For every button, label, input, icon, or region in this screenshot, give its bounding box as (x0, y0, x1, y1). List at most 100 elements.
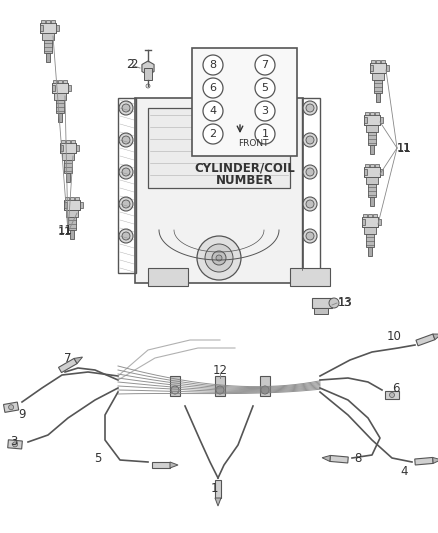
Circle shape (122, 232, 130, 240)
Polygon shape (74, 357, 82, 364)
Bar (70, 230, 74, 239)
Circle shape (122, 168, 130, 176)
Circle shape (216, 255, 222, 261)
Polygon shape (8, 440, 22, 449)
Circle shape (203, 101, 223, 121)
Circle shape (255, 78, 275, 98)
Circle shape (303, 133, 317, 147)
Circle shape (203, 78, 223, 98)
Polygon shape (385, 391, 399, 399)
Text: 12: 12 (212, 364, 227, 376)
Polygon shape (152, 462, 170, 468)
Circle shape (303, 101, 317, 115)
Circle shape (329, 298, 339, 308)
Bar (386, 65, 389, 71)
Circle shape (122, 136, 130, 144)
Circle shape (255, 101, 275, 121)
Bar (364, 214, 367, 217)
Bar (364, 227, 376, 235)
Text: 10: 10 (387, 330, 402, 343)
Bar (375, 112, 378, 115)
Bar (60, 145, 64, 151)
Bar (76, 145, 79, 151)
Circle shape (205, 244, 233, 272)
Bar (58, 113, 62, 122)
Text: 11: 11 (397, 141, 412, 155)
Text: 8: 8 (209, 60, 216, 70)
Bar (364, 115, 380, 125)
Bar (312, 298, 332, 308)
Polygon shape (215, 498, 221, 506)
Circle shape (203, 55, 223, 75)
Bar (40, 25, 43, 31)
Bar (192, 48, 297, 156)
Circle shape (212, 251, 226, 265)
Circle shape (119, 165, 133, 179)
Text: 11: 11 (58, 227, 72, 237)
Bar (118, 98, 136, 273)
Text: 2: 2 (126, 58, 134, 70)
Circle shape (303, 165, 317, 179)
Bar (63, 80, 67, 83)
Circle shape (197, 236, 241, 280)
Text: 4: 4 (209, 106, 216, 116)
Polygon shape (433, 334, 438, 340)
Polygon shape (215, 480, 221, 498)
Bar (370, 145, 374, 155)
Bar (56, 101, 64, 113)
Circle shape (122, 200, 130, 208)
Bar (374, 80, 382, 93)
Bar (41, 20, 45, 23)
Bar (46, 20, 50, 23)
Bar (56, 25, 59, 31)
Text: 11: 11 (58, 223, 73, 237)
Circle shape (306, 168, 314, 176)
Text: 5: 5 (261, 83, 268, 93)
Circle shape (306, 136, 314, 144)
Bar (370, 197, 374, 206)
Bar (71, 140, 74, 143)
Bar (376, 93, 380, 102)
Bar (373, 214, 377, 217)
Polygon shape (415, 457, 433, 465)
Text: 13: 13 (338, 296, 353, 310)
Bar (66, 140, 70, 143)
Circle shape (389, 392, 395, 398)
Bar (52, 83, 68, 93)
Bar (68, 85, 71, 91)
Text: 5: 5 (94, 452, 102, 465)
Text: 4: 4 (400, 465, 408, 478)
Bar (42, 33, 54, 41)
Circle shape (146, 84, 150, 88)
Bar (366, 176, 378, 184)
Bar (362, 219, 365, 225)
Bar (68, 217, 76, 230)
Bar (365, 164, 369, 167)
Bar (380, 169, 383, 175)
Bar (66, 173, 70, 182)
Polygon shape (416, 334, 435, 346)
Polygon shape (142, 61, 154, 75)
Bar (64, 160, 72, 173)
Text: 2: 2 (209, 129, 216, 139)
Text: 3: 3 (261, 106, 268, 116)
Bar (370, 164, 374, 167)
Text: 11: 11 (397, 143, 411, 153)
Bar (370, 112, 374, 115)
Bar (135, 98, 303, 283)
Text: 1: 1 (261, 129, 268, 139)
Polygon shape (322, 455, 330, 462)
Text: 8: 8 (354, 452, 362, 465)
Bar (370, 65, 373, 71)
Circle shape (255, 55, 275, 75)
Bar (75, 197, 79, 200)
Text: 9: 9 (18, 408, 26, 421)
Bar (51, 20, 55, 23)
Text: 2: 2 (130, 58, 138, 70)
Circle shape (13, 442, 18, 447)
Bar (371, 60, 375, 63)
Bar (62, 152, 74, 160)
Bar (368, 184, 376, 197)
Bar (364, 117, 367, 123)
Bar (64, 200, 80, 209)
